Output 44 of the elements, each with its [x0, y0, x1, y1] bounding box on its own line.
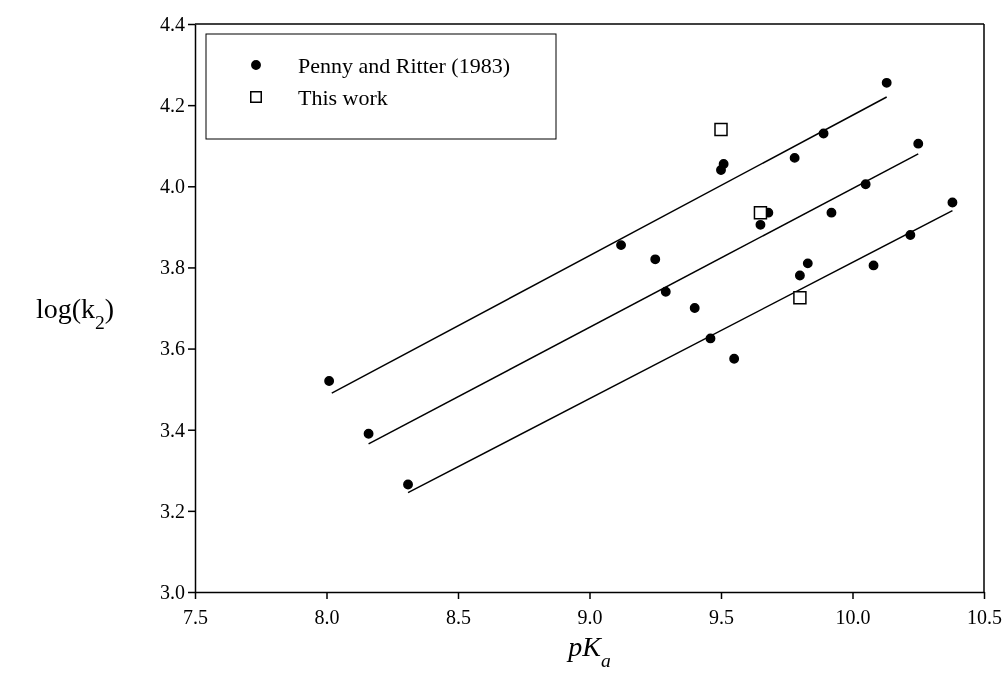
- point: [755, 219, 766, 230]
- y-tick-label: 3.4: [160, 418, 185, 441]
- y-tick-label: 4.0: [160, 175, 185, 198]
- x-tick-label: 9.5: [709, 606, 734, 628]
- y-tick-label: 4.2: [160, 94, 185, 117]
- point: [403, 479, 413, 490]
- point: [660, 286, 671, 297]
- point: [753, 205, 768, 220]
- y-tick-label: 3.0: [160, 580, 185, 603]
- point: [860, 179, 871, 190]
- point: [650, 254, 661, 265]
- point: [913, 138, 924, 149]
- point: [793, 291, 807, 305]
- point: [689, 303, 700, 313]
- y-tick-label: 3.6: [160, 337, 185, 360]
- y-tick-label: 3.8: [160, 256, 185, 279]
- y-tick-label: 3.2: [160, 499, 185, 522]
- x-tick-label: 8.0: [314, 606, 340, 628]
- x-tick-label: 7.5: [183, 606, 208, 628]
- point: [868, 260, 879, 271]
- point: [729, 353, 740, 364]
- point: [947, 197, 958, 208]
- legend-label: Penny and Ritter (1983): [298, 53, 511, 78]
- point: [881, 77, 892, 88]
- y-axis-title: log(k$_{2}$): [35, 293, 115, 333]
- point: [818, 128, 829, 139]
- point: [714, 122, 728, 137]
- x-tick-label: 10.0: [835, 606, 871, 628]
- point: [905, 230, 916, 240]
- x-tick-label: 10.5: [967, 606, 1002, 628]
- point: [826, 207, 837, 218]
- point: [616, 240, 626, 251]
- point: [718, 159, 729, 169]
- y-tick-label: 4.4: [160, 12, 185, 35]
- x-tick-label: 9.0: [577, 606, 603, 628]
- legend-label: This work: [298, 85, 388, 110]
- x-tick-label: 8.5: [446, 606, 471, 628]
- point: [794, 270, 805, 281]
- point: [363, 428, 374, 439]
- point: [324, 376, 335, 386]
- point: [789, 152, 800, 163]
- point: [705, 333, 716, 344]
- point: [802, 258, 813, 269]
- x-axis-title: pK$_{a}$: [566, 631, 611, 671]
